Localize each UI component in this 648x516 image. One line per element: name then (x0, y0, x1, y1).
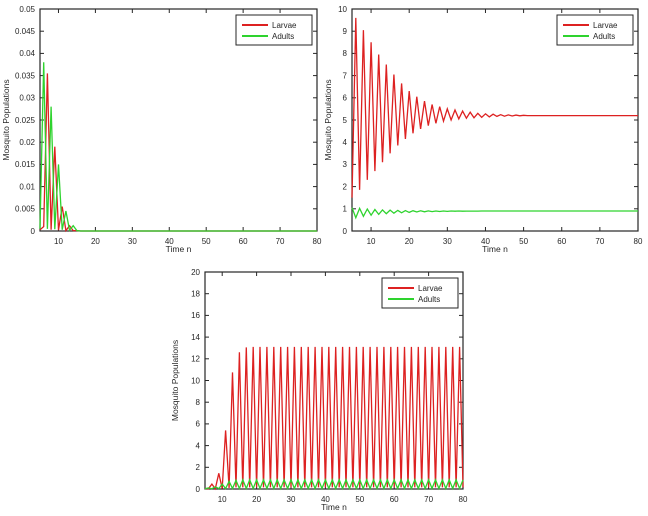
legend-label-larvae: Larvae (272, 21, 297, 30)
y-tick-label: 8 (196, 398, 201, 407)
x-tick-label: 50 (202, 237, 211, 246)
chart-svg: 10 20 30 40 50 60 70 80 0 1 2 3 4 5 6 7 8 9 10 Time n Mosqui… (323, 5, 643, 254)
y-tick-label: 0.04 (19, 49, 35, 58)
x-tick-label: 20 (252, 495, 261, 504)
y-tick-label: 16 (191, 311, 200, 320)
y-tick-label: 0 (343, 227, 348, 236)
plot-top-right-damped-oscillation: 10 20 30 40 50 60 70 80 0 1 2 3 4 5 6 7 8 9 10 Time n Mosqui… (323, 0, 648, 258)
x-tick-label: 50 (355, 495, 364, 504)
x-tick-label: 40 (321, 495, 330, 504)
y-tick-label: 0.01 (19, 182, 35, 191)
y-axis-label: Mosquito Populations (1, 79, 11, 160)
y-tick-label: 2 (343, 182, 348, 191)
y-tick-label: 3 (343, 160, 348, 169)
y-tick-label: 0.005 (15, 205, 36, 214)
x-axis-label: Time n (321, 502, 347, 512)
x-tick-label: 80 (313, 237, 322, 246)
legend-label-adults: Adults (593, 32, 615, 41)
x-tick-label: 40 (481, 237, 490, 246)
y-tick-label: 9 (343, 27, 348, 36)
y-tick-label: 0.05 (19, 5, 35, 14)
legend-box (381, 277, 459, 309)
x-tick-label: 60 (390, 495, 399, 504)
x-tick-label: 80 (634, 237, 643, 246)
x-tick-label: 20 (91, 237, 100, 246)
x-tick-label: 60 (239, 237, 248, 246)
x-tick-label: 30 (443, 237, 452, 246)
x-tick-label: 80 (459, 495, 468, 504)
x-tick-label: 50 (519, 237, 528, 246)
x-tick-label: 70 (276, 237, 285, 246)
x-tick-label: 70 (595, 237, 604, 246)
legend-label-adults: Adults (272, 32, 294, 41)
chart-svg: 10 20 30 40 50 60 70 80 0 2 4 6 8 10 12 14 16 18 20 Time n M… (170, 268, 468, 512)
x-axis-label: Time n (166, 244, 192, 254)
series-line-larvae (204, 346, 464, 491)
plot-top-left-extinction: 10 20 30 40 50 60 70 80 0 0.005 0.01 0.015 0.02 0.025… (0, 0, 324, 258)
x-tick-label: 20 (405, 237, 414, 246)
legend-label-larvae: Larvae (593, 21, 618, 30)
legend-box (556, 14, 634, 46)
series-line-adults (351, 206, 638, 220)
x-tick-label: 10 (54, 237, 63, 246)
series-line-adults (204, 478, 464, 491)
y-axis-label: Mosquito Populations (324, 79, 333, 160)
y-tick-label: 0 (196, 485, 201, 494)
y-tick-label: 4 (343, 138, 348, 147)
y-tick-label: 0.03 (19, 94, 35, 103)
y-tick-label: 10 (338, 5, 347, 14)
x-tick-label: 10 (218, 495, 227, 504)
x-tick-label: 40 (165, 237, 174, 246)
y-tick-label: 7 (343, 71, 348, 80)
legend-box (235, 14, 313, 46)
y-tick-label: 0.025 (15, 116, 36, 125)
x-tick-label: 10 (367, 237, 376, 246)
x-tick-label: 60 (557, 237, 566, 246)
y-tick-label: 2 (196, 463, 201, 472)
x-axis-label: Time n (482, 244, 508, 254)
y-tick-label: 18 (191, 290, 200, 299)
y-tick-label: 0 (31, 227, 36, 236)
series-line-adults (39, 62, 317, 232)
series-line-larvae (39, 73, 317, 233)
y-tick-label: 14 (191, 333, 200, 342)
y-tick-label: 0.015 (15, 160, 36, 169)
y-axis-label: Mosquito Populations (170, 340, 180, 421)
legend-label-larvae: Larvae (418, 284, 443, 293)
chart-svg: 10 20 30 40 50 60 70 80 0 0.005 0.01 0.015 0.02 0.025… (1, 5, 322, 254)
plot-bottom-sustained-oscillation: 10 20 30 40 50 60 70 80 0 2 4 6 8 10 12 14 16 18 20 Time n M… (145, 258, 475, 516)
x-tick-label: 30 (287, 495, 296, 504)
y-tick-label: 0.035 (15, 71, 36, 80)
x-tick-label: 30 (128, 237, 137, 246)
y-tick-label: 12 (191, 355, 200, 364)
y-tick-label: 1 (343, 205, 348, 214)
y-tick-label: 0.045 (15, 27, 36, 36)
y-tick-label: 8 (343, 49, 348, 58)
y-tick-label: 5 (343, 116, 348, 125)
legend-label-adults: Adults (418, 295, 440, 304)
y-tick-label: 20 (191, 268, 200, 277)
series-line-larvae (351, 17, 638, 198)
y-tick-label: 10 (191, 376, 200, 385)
y-tick-label: 6 (343, 94, 348, 103)
y-tick-label: 4 (196, 441, 201, 450)
y-tick-label: 0.02 (19, 138, 35, 147)
y-tick-label: 6 (196, 420, 201, 429)
x-tick-label: 70 (424, 495, 433, 504)
